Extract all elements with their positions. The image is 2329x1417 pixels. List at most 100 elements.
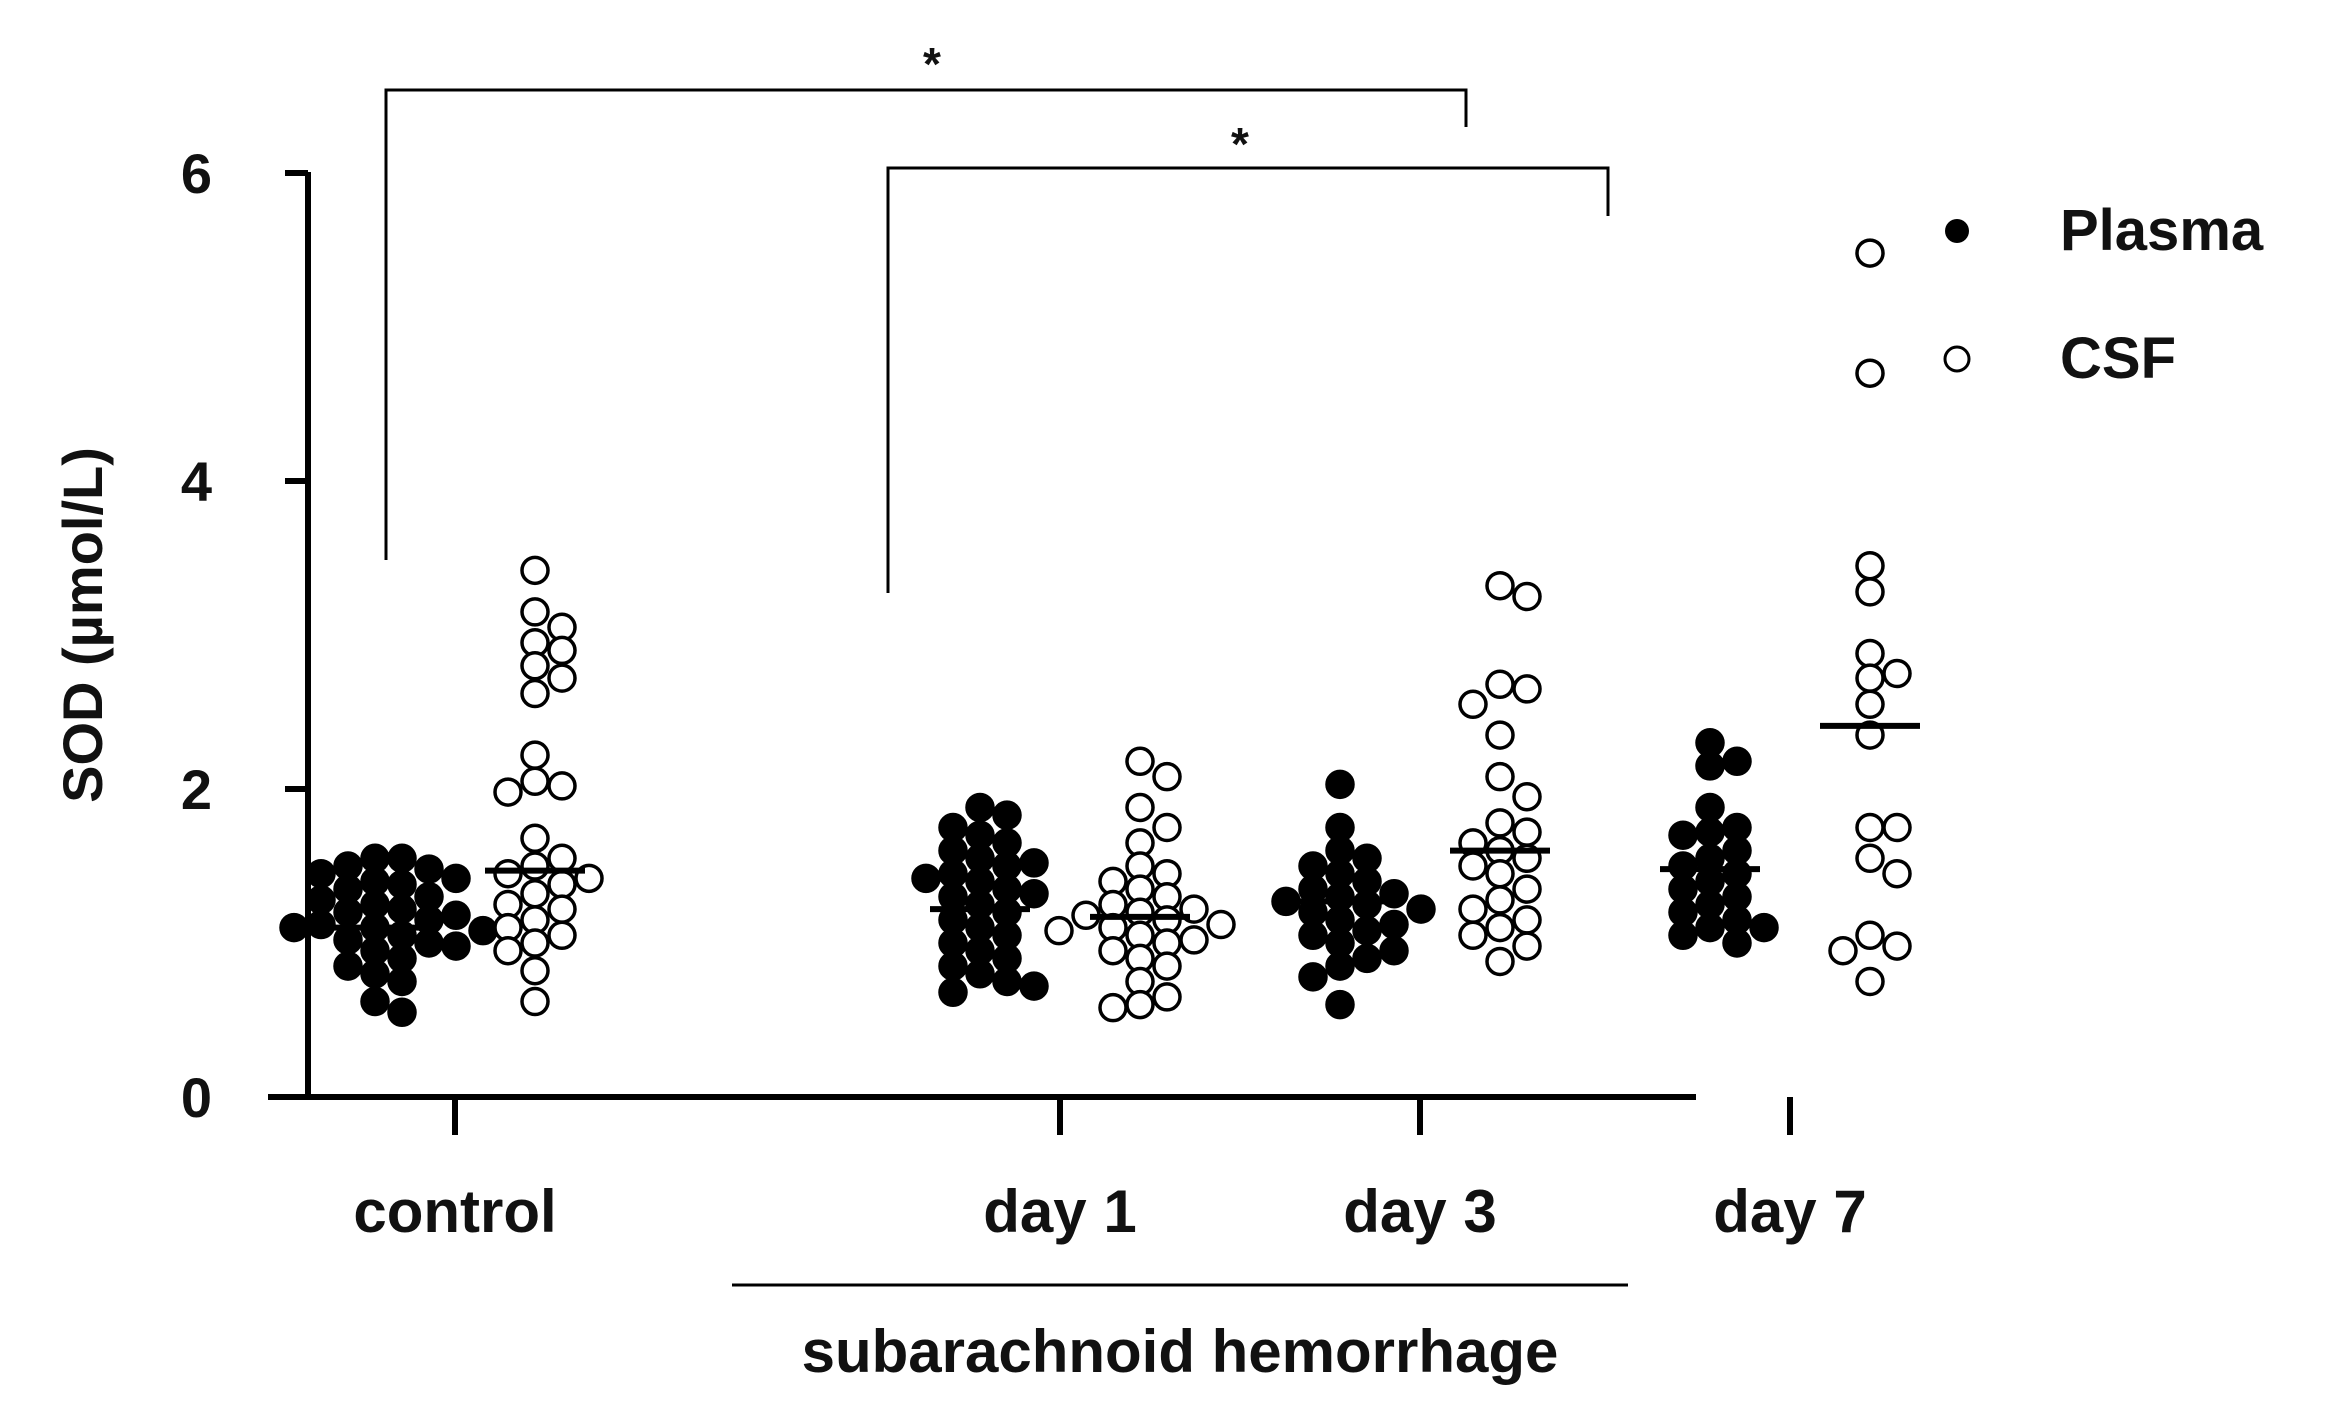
- csf-point: [1855, 663, 1885, 693]
- x-tick-label: day 1: [983, 1178, 1136, 1245]
- plasma-point: [911, 863, 941, 894]
- plasma-point: [1019, 971, 1049, 1001]
- csf-point: [1855, 638, 1885, 669]
- csf-point: [1485, 946, 1515, 977]
- csf-point: [1512, 674, 1542, 704]
- plasma-point: [1325, 989, 1355, 1020]
- csf-point: [520, 766, 550, 797]
- plasma-point: [1722, 928, 1752, 958]
- plasma-point: [333, 897, 363, 927]
- csf-point: [547, 869, 577, 900]
- plasma-point: [360, 986, 390, 1017]
- csf-point: [1882, 858, 1912, 889]
- plasma-point: [1298, 920, 1328, 951]
- plasma-point: [306, 909, 336, 940]
- plasma-point: [1668, 820, 1698, 850]
- csf-point: [1855, 966, 1885, 997]
- csf-point: [1485, 570, 1515, 601]
- csf-point: [1512, 781, 1542, 812]
- csf-point: [1458, 920, 1488, 951]
- legend-csf-marker: [1943, 345, 1971, 373]
- csf-point: [1125, 989, 1155, 1020]
- csf-point: [1485, 761, 1515, 792]
- csf-point: [1512, 905, 1542, 935]
- csf-point: [547, 843, 577, 874]
- plasma-point: [992, 800, 1022, 830]
- mean-lines-layer: [325, 722, 1920, 931]
- csf-point: [520, 823, 550, 854]
- csf-point: [1855, 238, 1885, 268]
- plasma-point: [306, 858, 336, 889]
- plasma-point: [1379, 909, 1409, 940]
- csf-point: [1855, 843, 1885, 874]
- y-tick-label: 4: [181, 450, 212, 513]
- plasma-point: [1749, 912, 1779, 943]
- plasma-point: [1352, 889, 1382, 920]
- csf-point: [1098, 992, 1128, 1023]
- csf-point: [1855, 577, 1885, 607]
- plasma-point: [441, 931, 471, 961]
- csf-point: [1512, 874, 1542, 904]
- csf-point: [547, 894, 577, 924]
- plasma-point: [938, 977, 968, 1008]
- csf-point: [520, 851, 550, 881]
- plasma-point: [387, 869, 417, 900]
- y-axis-label: SOD (µmol/L): [51, 447, 114, 803]
- csf-point: [520, 740, 550, 770]
- plasma-point: [938, 951, 968, 981]
- csf-point: [1828, 935, 1858, 966]
- plasma-point: [441, 900, 471, 931]
- csf-point: [1152, 982, 1182, 1012]
- csf-point: [520, 597, 550, 627]
- csf-point: [1855, 689, 1885, 720]
- significance-star-2: *: [1231, 118, 1249, 170]
- significance-bracket-1: *: [384, 38, 1468, 560]
- csf-point: [520, 955, 550, 986]
- plasma-point: [387, 997, 417, 1028]
- plasma-point: [1019, 848, 1049, 878]
- csf-point: [1485, 885, 1515, 915]
- csf-point: [493, 777, 523, 807]
- plasma-point: [306, 885, 336, 915]
- plasma-point: [1722, 746, 1752, 777]
- bracket-line-control-day7: [384, 88, 1468, 560]
- plasma-point: [1668, 920, 1698, 951]
- group-label: subarachnoid hemorrhage: [802, 1318, 1559, 1385]
- plasma-point: [360, 959, 390, 989]
- csf-point: [1458, 894, 1488, 924]
- plasma-point: [387, 894, 417, 924]
- plasma-point: [1325, 769, 1355, 800]
- plasma-point: [387, 966, 417, 997]
- plasma-point: [965, 959, 995, 989]
- csf-point: [1485, 808, 1515, 838]
- plasma-point: [1695, 817, 1725, 847]
- csf-point: [1512, 817, 1542, 847]
- legend: Plasma CSF: [1943, 198, 2264, 391]
- plasma-point: [1695, 912, 1725, 943]
- y-tick-label: 0: [181, 1066, 212, 1129]
- plasma-point: [468, 915, 498, 946]
- plasma-point: [992, 966, 1022, 997]
- csf-point: [1855, 358, 1885, 388]
- csf-point: [520, 651, 550, 681]
- csf-point: [1152, 812, 1182, 843]
- csf-point: [520, 928, 550, 958]
- csf-point: [547, 663, 577, 693]
- plasma-point: [1695, 751, 1725, 781]
- csf-point: [1512, 581, 1542, 612]
- csf-point: [1882, 931, 1912, 961]
- bracket-line-day1-day7: [886, 166, 1610, 593]
- csf-point: [1179, 925, 1209, 955]
- csf-point: [1485, 858, 1515, 889]
- y-tick-label: 6: [181, 142, 212, 205]
- csf-point: [493, 858, 523, 889]
- csf-point: [1855, 550, 1885, 581]
- csf-point: [1855, 920, 1885, 951]
- plasma-point: [279, 912, 309, 943]
- csf-point: [547, 771, 577, 801]
- plasma-point: [1379, 935, 1409, 966]
- plasma-point: [1298, 962, 1328, 992]
- csf-point: [1512, 931, 1542, 961]
- plasma-point: [965, 792, 995, 823]
- csf-point: [1152, 951, 1182, 981]
